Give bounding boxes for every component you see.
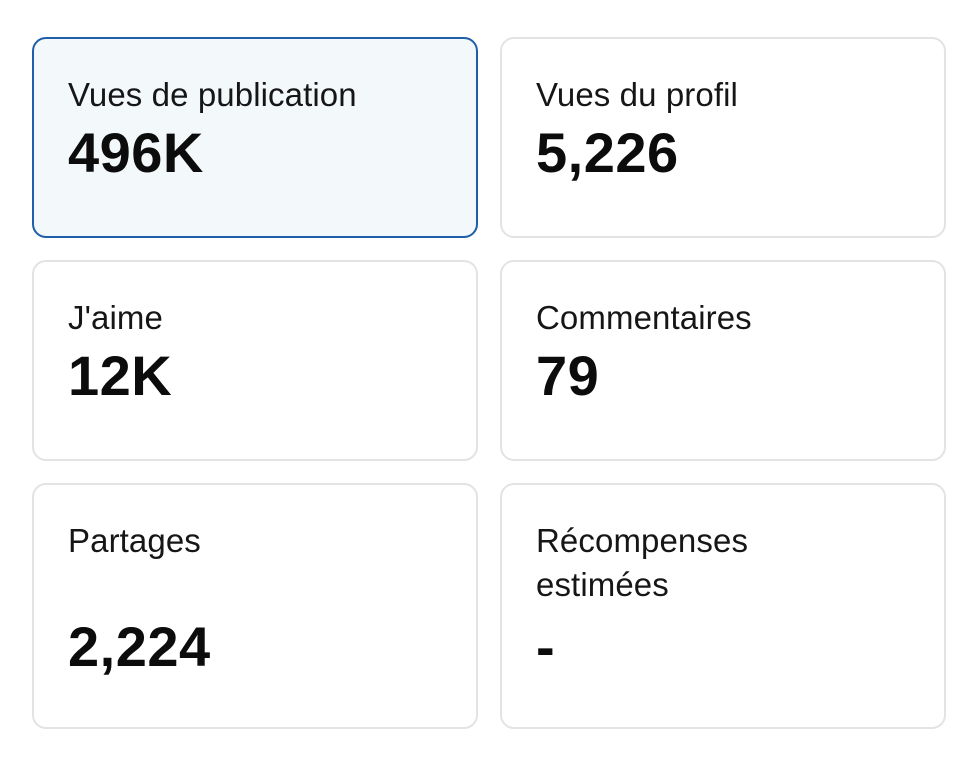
- metric-value: 2,224: [68, 615, 211, 678]
- metric-label: Vues du profil: [536, 76, 738, 113]
- metric-label: Récompenses estimées: [536, 522, 749, 603]
- metric-value: -: [536, 615, 556, 678]
- metric-card-post-views[interactable]: Vues de publication 496K: [32, 37, 478, 238]
- metric-label: Commentaires: [536, 299, 752, 336]
- metrics-grid: Vues de publication 496K Vues du profil …: [32, 37, 946, 729]
- metric-card-profile-views[interactable]: Vues du profil 5,226: [500, 37, 946, 238]
- metric-value: 12K: [68, 344, 173, 407]
- metric-card-shares[interactable]: Partages 2,224: [32, 483, 478, 729]
- metric-label: Vues de publication: [68, 76, 357, 113]
- metric-card-likes[interactable]: J'aime 12K: [32, 260, 478, 461]
- metric-label: J'aime: [68, 299, 163, 336]
- metric-card-comments[interactable]: Commentaires 79: [500, 260, 946, 461]
- metric-value: 5,226: [536, 121, 679, 184]
- metric-value: 496K: [68, 121, 204, 184]
- metric-label: Partages: [68, 522, 201, 559]
- metric-card-estimated-rewards[interactable]: Récompenses estimées -: [500, 483, 946, 729]
- metric-value: 79: [536, 344, 600, 407]
